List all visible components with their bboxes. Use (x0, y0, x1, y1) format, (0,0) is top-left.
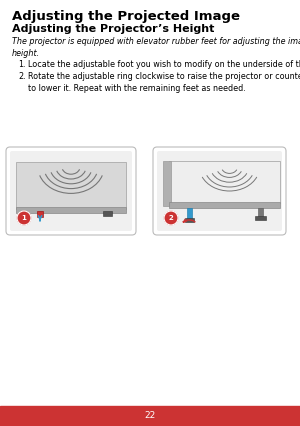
FancyBboxPatch shape (6, 147, 136, 235)
Bar (16, 207, 126, 213)
Text: 1.: 1. (18, 60, 26, 69)
Bar (0, 406, 300, 426)
Bar (169, 161, 280, 203)
FancyBboxPatch shape (153, 147, 286, 235)
Bar (258, 208, 263, 218)
Circle shape (164, 211, 178, 225)
Bar (103, 210, 112, 216)
Bar (37, 210, 43, 216)
Text: The projector is equipped with elevator rubber feet for adjusting the image
heig: The projector is equipped with elevator … (12, 37, 300, 58)
Text: Adjusting the Projected Image: Adjusting the Projected Image (12, 10, 240, 23)
Bar (169, 202, 280, 208)
Circle shape (17, 211, 31, 225)
Bar (255, 216, 266, 220)
Text: 2.: 2. (18, 72, 26, 81)
FancyBboxPatch shape (157, 151, 282, 231)
Bar (16, 162, 126, 209)
Text: 1: 1 (22, 215, 26, 221)
FancyBboxPatch shape (10, 151, 132, 231)
Text: Locate the adjustable foot you wish to modify on the underside of the projector.: Locate the adjustable foot you wish to m… (28, 60, 300, 69)
Bar (185, 218, 194, 222)
Text: 2: 2 (169, 215, 173, 221)
Text: Adjusting the Projector’s Height: Adjusting the Projector’s Height (12, 24, 214, 34)
Bar (187, 208, 192, 220)
Text: Rotate the adjustable ring clockwise to raise the projector or counter clockwise: Rotate the adjustable ring clockwise to … (28, 72, 300, 93)
Text: 22: 22 (144, 412, 156, 420)
Bar (163, 161, 171, 206)
